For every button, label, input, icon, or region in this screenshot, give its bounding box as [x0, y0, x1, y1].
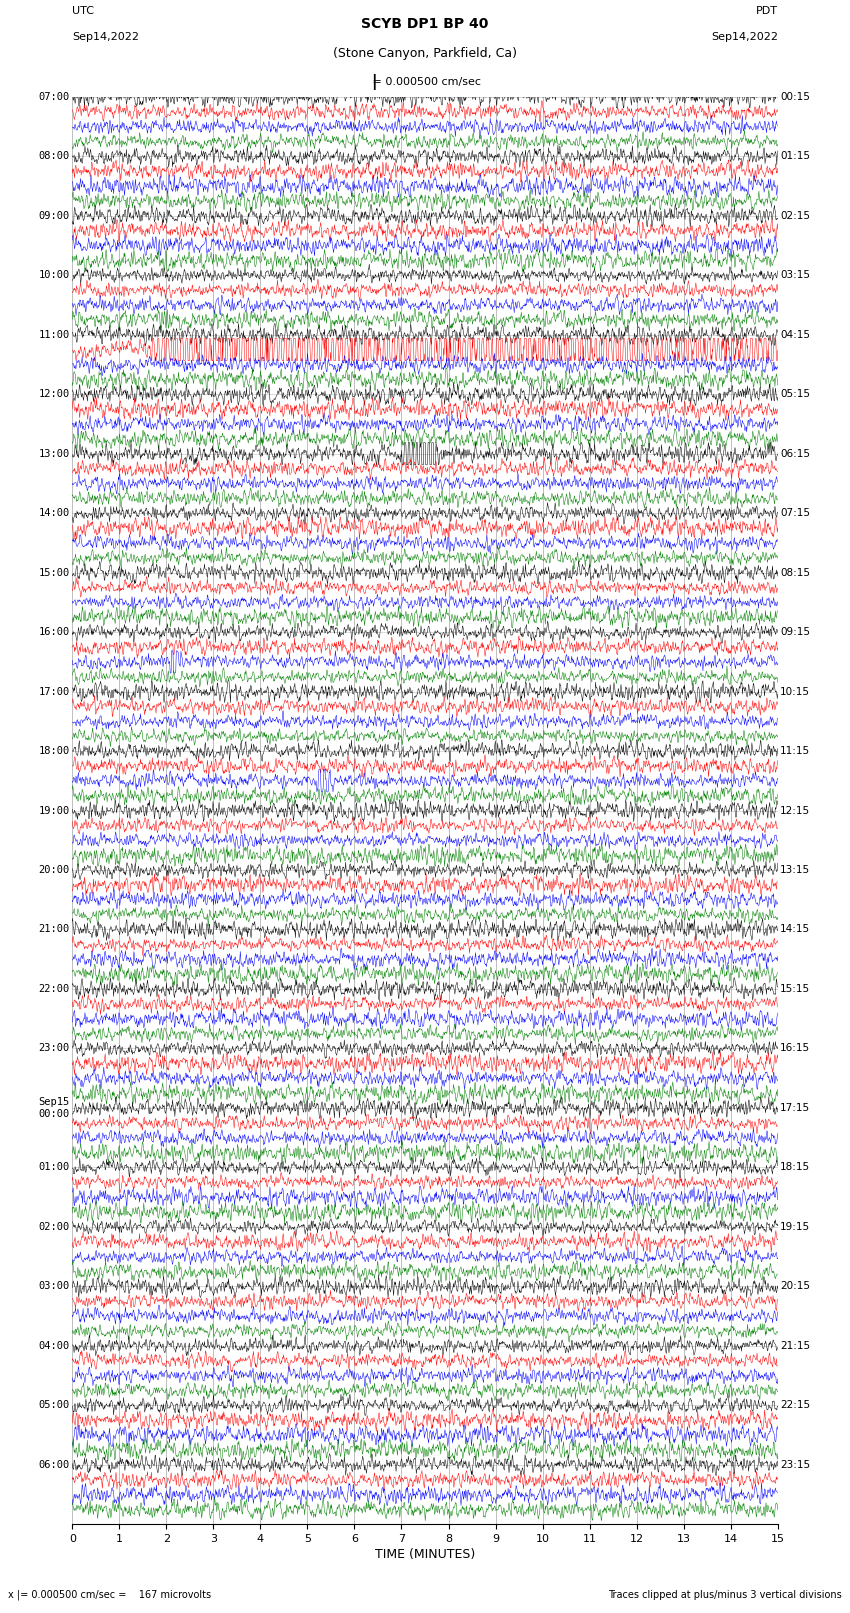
Text: 06:15: 06:15 — [780, 448, 810, 458]
Text: 10:00: 10:00 — [38, 271, 70, 281]
Text: 13:15: 13:15 — [780, 865, 810, 874]
Text: Sep14,2022: Sep14,2022 — [711, 32, 778, 42]
Text: 14:00: 14:00 — [38, 508, 70, 518]
Text: 05:15: 05:15 — [780, 389, 810, 398]
Text: 12:15: 12:15 — [780, 805, 810, 816]
Text: 21:00: 21:00 — [38, 924, 70, 934]
Text: UTC: UTC — [72, 6, 94, 16]
Text: 18:00: 18:00 — [38, 747, 70, 756]
Text: 20:15: 20:15 — [780, 1281, 810, 1292]
Text: 22:15: 22:15 — [780, 1400, 810, 1410]
Text: 19:15: 19:15 — [780, 1223, 810, 1232]
Text: 08:15: 08:15 — [780, 568, 810, 577]
Text: |: | — [371, 74, 377, 90]
Text: 08:00: 08:00 — [38, 152, 70, 161]
Text: 22:00: 22:00 — [38, 984, 70, 994]
Text: Traces clipped at plus/minus 3 vertical divisions: Traces clipped at plus/minus 3 vertical … — [608, 1590, 842, 1600]
Text: 04:00: 04:00 — [38, 1340, 70, 1350]
Text: 02:00: 02:00 — [38, 1223, 70, 1232]
Text: 06:00: 06:00 — [38, 1460, 70, 1469]
Text: 03:15: 03:15 — [780, 271, 810, 281]
Text: x |= 0.000500 cm/sec =    167 microvolts: x |= 0.000500 cm/sec = 167 microvolts — [8, 1589, 212, 1600]
Text: 11:00: 11:00 — [38, 329, 70, 340]
Text: 13:00: 13:00 — [38, 448, 70, 458]
Text: 09:15: 09:15 — [780, 627, 810, 637]
Text: 00:15: 00:15 — [780, 92, 810, 102]
Text: 16:15: 16:15 — [780, 1044, 810, 1053]
Text: 14:15: 14:15 — [780, 924, 810, 934]
Text: 04:15: 04:15 — [780, 329, 810, 340]
Text: SCYB DP1 BP 40: SCYB DP1 BP 40 — [361, 18, 489, 31]
X-axis label: TIME (MINUTES): TIME (MINUTES) — [375, 1548, 475, 1561]
Text: 09:00: 09:00 — [38, 211, 70, 221]
Text: 05:00: 05:00 — [38, 1400, 70, 1410]
Text: 17:00: 17:00 — [38, 687, 70, 697]
Text: 17:15: 17:15 — [780, 1103, 810, 1113]
Text: 18:15: 18:15 — [780, 1163, 810, 1173]
Text: 23:00: 23:00 — [38, 1044, 70, 1053]
Text: Sep15
00:00: Sep15 00:00 — [38, 1097, 70, 1119]
Text: 02:15: 02:15 — [780, 211, 810, 221]
Text: 16:00: 16:00 — [38, 627, 70, 637]
Text: 01:15: 01:15 — [780, 152, 810, 161]
Text: 07:00: 07:00 — [38, 92, 70, 102]
Text: 15:00: 15:00 — [38, 568, 70, 577]
Text: 21:15: 21:15 — [780, 1340, 810, 1350]
Text: Sep14,2022: Sep14,2022 — [72, 32, 139, 42]
Text: 01:00: 01:00 — [38, 1163, 70, 1173]
Text: = 0.000500 cm/sec: = 0.000500 cm/sec — [369, 77, 481, 87]
Text: PDT: PDT — [756, 6, 778, 16]
Text: 07:15: 07:15 — [780, 508, 810, 518]
Text: 03:00: 03:00 — [38, 1281, 70, 1292]
Text: 15:15: 15:15 — [780, 984, 810, 994]
Text: 23:15: 23:15 — [780, 1460, 810, 1469]
Text: (Stone Canyon, Parkfield, Ca): (Stone Canyon, Parkfield, Ca) — [333, 47, 517, 60]
Text: 20:00: 20:00 — [38, 865, 70, 874]
Text: 12:00: 12:00 — [38, 389, 70, 398]
Text: 11:15: 11:15 — [780, 747, 810, 756]
Text: 10:15: 10:15 — [780, 687, 810, 697]
Text: 19:00: 19:00 — [38, 805, 70, 816]
